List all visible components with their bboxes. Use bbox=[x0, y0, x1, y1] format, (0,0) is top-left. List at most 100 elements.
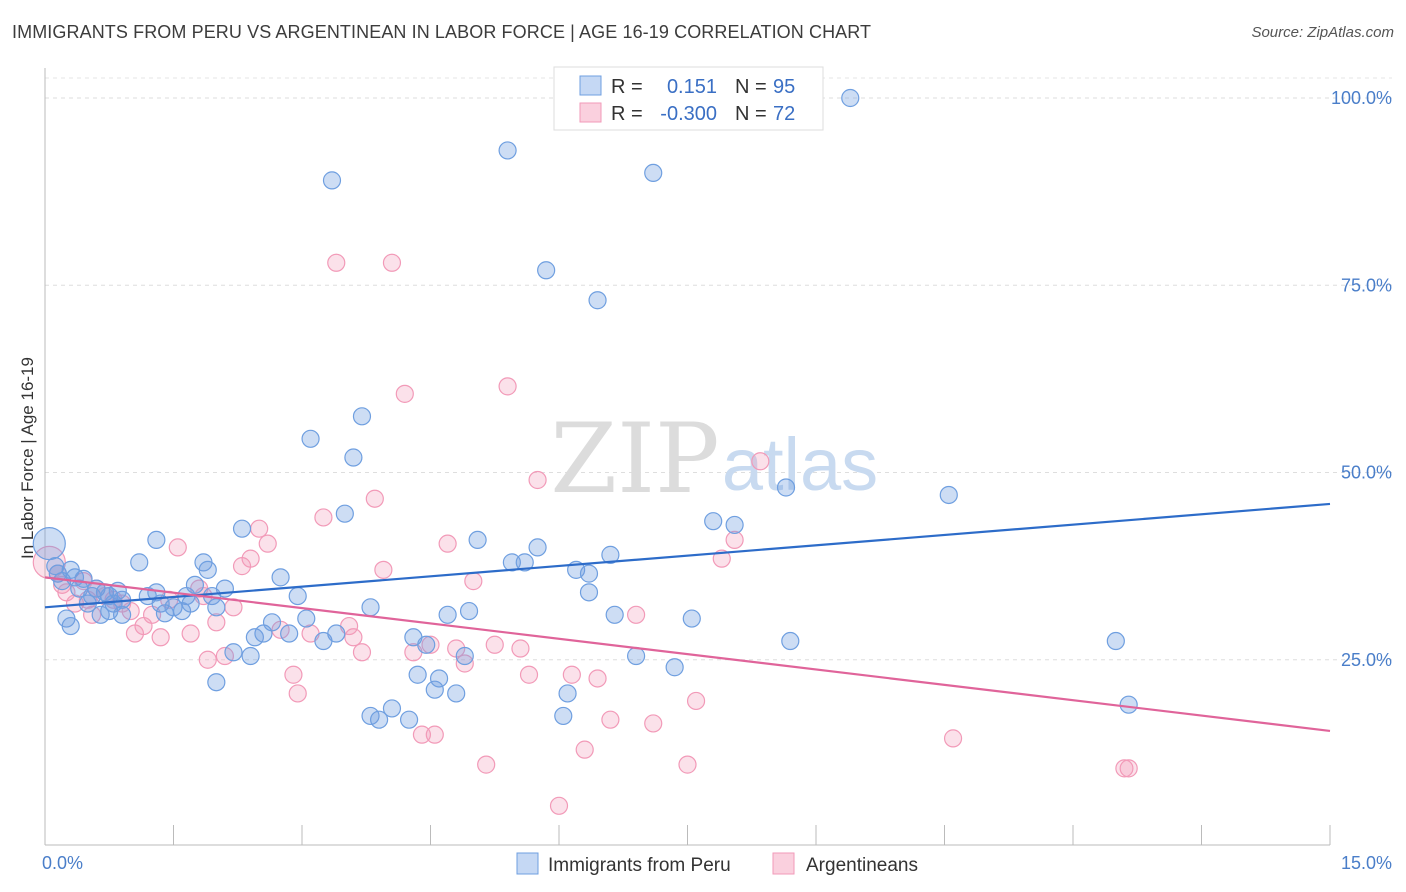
argentineans-point-49 bbox=[477, 755, 496, 774]
peru-point-27 bbox=[185, 575, 205, 594]
peru-point-93 bbox=[147, 530, 166, 550]
peru-point-81 bbox=[776, 478, 796, 497]
argentineans-point-47 bbox=[455, 654, 474, 673]
y-tick-label-100: 100.0% bbox=[1331, 88, 1392, 108]
legend-r-value-argentineans: -0.300 bbox=[660, 103, 717, 125]
argentineans-point-68 bbox=[1115, 759, 1134, 778]
peru-point-18 bbox=[130, 553, 149, 572]
argentineans-point-30 bbox=[288, 684, 307, 703]
peru-point-91 bbox=[455, 646, 474, 666]
peru-point-32 bbox=[215, 579, 234, 598]
peru-point-61 bbox=[459, 601, 479, 621]
argentineans-point-50 bbox=[485, 635, 504, 654]
peru-point-86 bbox=[1119, 695, 1138, 714]
peru-point-67 bbox=[537, 261, 556, 280]
peru-point-49 bbox=[352, 407, 372, 426]
argentineans-point-26 bbox=[250, 519, 269, 538]
argentineans-point-61 bbox=[644, 714, 663, 733]
peru-point-31 bbox=[207, 598, 226, 617]
peru-point-59 bbox=[438, 605, 457, 624]
argentineans-point-38 bbox=[374, 560, 393, 579]
peru-point-72 bbox=[588, 291, 607, 310]
peru-point-63 bbox=[498, 141, 517, 160]
peru-point-84 bbox=[939, 485, 958, 505]
argentineans-point-33 bbox=[327, 253, 346, 272]
argentineans-point-44 bbox=[425, 725, 444, 744]
argentineans-point-54 bbox=[528, 470, 547, 490]
peru-point-53 bbox=[399, 710, 419, 729]
peru-point-58 bbox=[429, 669, 449, 688]
argentineans-points bbox=[32, 253, 1138, 815]
peru-point-92 bbox=[579, 564, 599, 583]
y-tick-label-25: 25.0% bbox=[1341, 650, 1392, 670]
peru-point-26 bbox=[181, 594, 200, 613]
peru-point-75 bbox=[626, 646, 646, 666]
x-tick-label-max: 15.0% bbox=[1341, 853, 1392, 873]
y-tick-label-75: 75.0% bbox=[1341, 275, 1392, 295]
legend-n-value-peru: 95 bbox=[773, 76, 795, 98]
peru-point-33 bbox=[224, 643, 243, 662]
peru-point-74 bbox=[605, 605, 624, 624]
peru-point-38 bbox=[262, 613, 282, 632]
y-tick-label-50: 50.0% bbox=[1341, 463, 1392, 483]
argentineans-point-48 bbox=[464, 572, 483, 591]
argentineans-point-40 bbox=[395, 384, 414, 403]
peru-point-73 bbox=[601, 545, 620, 564]
argentineans-point-45 bbox=[438, 534, 457, 553]
peru-point-79 bbox=[704, 512, 723, 531]
y-tick-labels: 25.0% 50.0% 75.0% 100.0% bbox=[1331, 88, 1392, 670]
legend-n-value-argentineans: 72 bbox=[773, 103, 795, 125]
peru-point-51 bbox=[370, 710, 389, 729]
peru-point-87 bbox=[61, 616, 80, 636]
argentineans-point-35 bbox=[344, 628, 363, 647]
legend-r-label-peru: R = bbox=[611, 76, 643, 98]
x-ticks bbox=[44, 825, 1331, 845]
x-tick-label-min: 0.0% bbox=[42, 853, 83, 873]
peru-point-41 bbox=[288, 586, 307, 606]
peru-point-57 bbox=[425, 680, 444, 699]
peru-point-39 bbox=[271, 568, 290, 587]
peru-point-0 bbox=[32, 527, 66, 561]
watermark-atlas: atlas bbox=[722, 423, 878, 506]
peru-point-76 bbox=[644, 163, 663, 182]
peru-point-43 bbox=[301, 429, 320, 448]
legend-swatch-argentineans bbox=[579, 102, 602, 123]
series-legend: Immigrants from Peru Argentineans bbox=[516, 852, 918, 876]
argentineans-point-20 bbox=[198, 650, 217, 669]
trend-lines bbox=[44, 502, 1331, 732]
argentineans-point-69 bbox=[1119, 759, 1138, 778]
peru-point-40 bbox=[280, 624, 299, 643]
argentineans-point-51 bbox=[498, 377, 517, 396]
watermark: ZIP atlas bbox=[550, 403, 878, 515]
legend-swatch-peru bbox=[579, 75, 602, 96]
peru-point-29 bbox=[198, 560, 217, 579]
peru-point-62 bbox=[468, 530, 487, 550]
argentineans-point-15 bbox=[151, 628, 170, 647]
source-label: Source: ZipAtlas.com bbox=[1251, 24, 1394, 41]
argentineans-point-25 bbox=[241, 549, 260, 568]
argentineans-point-43 bbox=[421, 635, 440, 654]
peru-point-46 bbox=[327, 624, 346, 643]
peru-point-56 bbox=[417, 635, 436, 654]
peru-point-48 bbox=[344, 448, 363, 467]
series-label-argentineans: Argentineans bbox=[806, 855, 918, 876]
peru-point-35 bbox=[241, 646, 260, 666]
peru-point-34 bbox=[232, 519, 252, 538]
argentineans-point-55 bbox=[549, 796, 569, 815]
series-swatch-argentineans bbox=[772, 852, 795, 875]
argentineans-point-53 bbox=[519, 665, 539, 684]
peru-point-69 bbox=[558, 684, 577, 703]
peru-point-80 bbox=[725, 515, 744, 535]
argentineans-point-66 bbox=[751, 452, 770, 471]
argentineans-point-58 bbox=[588, 669, 607, 688]
argentineans-point-32 bbox=[314, 508, 333, 527]
peru-point-60 bbox=[447, 684, 466, 703]
argentineans-point-63 bbox=[686, 691, 706, 711]
peru-point-77 bbox=[665, 658, 684, 677]
peru-point-89 bbox=[207, 673, 226, 692]
peru-point-68 bbox=[554, 706, 573, 726]
peru-point-83 bbox=[841, 88, 860, 108]
peru-point-85 bbox=[1106, 631, 1125, 651]
peru-point-65 bbox=[515, 553, 534, 572]
peru-point-82 bbox=[781, 631, 800, 651]
